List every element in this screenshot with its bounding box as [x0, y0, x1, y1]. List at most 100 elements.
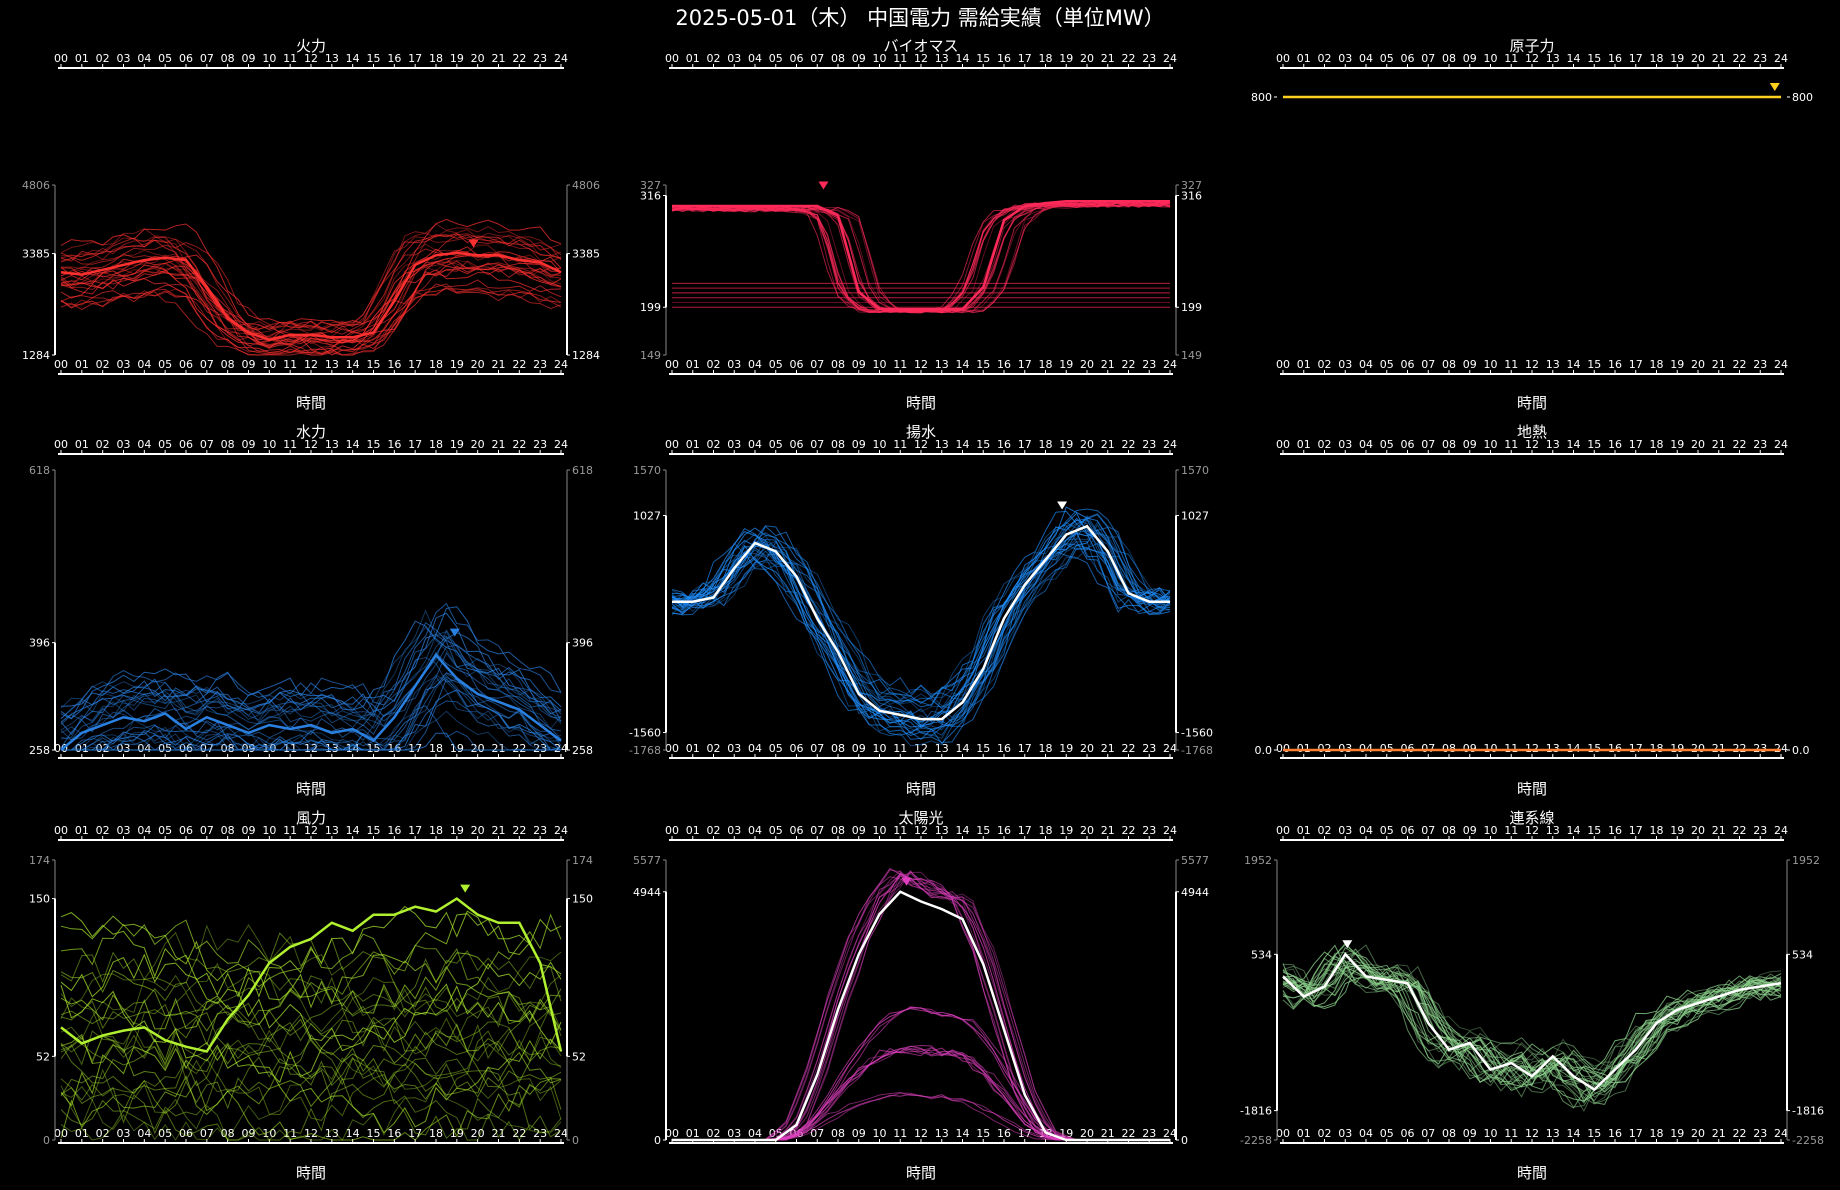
x-tick-label: 17 — [1629, 1127, 1643, 1140]
x-tick-label: 05 — [1380, 824, 1394, 837]
x-tick-label: 09 — [852, 52, 866, 65]
past-day-line — [672, 1007, 1170, 1141]
x-tick-label: 19 — [450, 742, 464, 755]
x-tick-label: 16 — [997, 742, 1011, 755]
x-tick-label: 14 — [956, 52, 970, 65]
x-tick-label: 02 — [1318, 742, 1332, 755]
x-tick-label: 11 — [283, 824, 297, 837]
x-tick-label: 03 — [117, 1127, 131, 1140]
x-tick-label: 21 — [1712, 1127, 1726, 1140]
past-day-line — [60, 1038, 562, 1134]
x-tick-label: 05 — [769, 358, 783, 371]
y-tick-label: 316 — [1181, 190, 1202, 203]
x-tick-label: 08 — [1442, 358, 1456, 371]
x-tick-label: 19 — [1059, 824, 1073, 837]
past-day-line — [671, 540, 1171, 707]
x-tick-label: 08 — [1442, 438, 1456, 451]
x-tick-label: 11 — [893, 52, 907, 65]
x-tick-label: 16 — [1608, 438, 1622, 451]
x-tick-label: 12 — [914, 358, 928, 371]
y-tick-label: 52 — [36, 1050, 50, 1063]
x-tick-label: 16 — [1608, 824, 1622, 837]
x-tick-label: 20 — [1691, 1127, 1705, 1140]
x-tick-label: 20 — [1080, 824, 1094, 837]
x-tick-label: 00 — [1276, 52, 1290, 65]
past-day-line — [60, 962, 562, 1055]
x-tick-label: 10 — [1484, 438, 1498, 451]
x-tick-label: 05 — [1380, 358, 1394, 371]
x-tick-label: 02 — [707, 824, 721, 837]
x-tick-label: 00 — [54, 1127, 68, 1140]
x-tick-label: 21 — [1712, 358, 1726, 371]
past-day-line — [1282, 965, 1782, 1086]
panel-title: 水力 — [296, 423, 326, 441]
past-day-line — [60, 223, 562, 330]
x-tick-label: 00 — [1276, 742, 1290, 755]
x-tick-label: 14 — [956, 358, 970, 371]
x-tick-label: 15 — [367, 438, 381, 451]
past-day-line — [671, 514, 1171, 744]
x-tick-label: 16 — [997, 358, 1011, 371]
x-tick-label: 24 — [1774, 358, 1788, 371]
past-day-line — [60, 259, 562, 348]
past-day-line — [60, 986, 562, 1077]
x-tick-label: 04 — [137, 824, 151, 837]
x-tick-label: 21 — [492, 824, 506, 837]
x-tick-label: 07 — [810, 824, 824, 837]
x-tick-label: 06 — [1401, 824, 1415, 837]
past-day-line — [60, 924, 562, 1014]
x-tick-label: 19 — [1670, 438, 1684, 451]
x-tick-label: 24 — [554, 824, 568, 837]
x-tick-label: 17 — [1018, 438, 1032, 451]
y-tick-label: 618 — [572, 464, 593, 477]
panel-title: 火力 — [296, 37, 326, 55]
x-tick-label: 09 — [1463, 52, 1477, 65]
x-tick-label: 08 — [221, 52, 235, 65]
x-axis-label: 時間 — [1517, 1164, 1547, 1182]
y-tick-label: 1027 — [633, 510, 661, 523]
x-tick-label: 09 — [1463, 358, 1477, 371]
x-tick-label: 11 — [893, 438, 907, 451]
past-day-line — [671, 200, 1171, 313]
x-tick-label: 06 — [179, 52, 193, 65]
x-tick-label: 16 — [387, 824, 401, 837]
x-tick-label: 15 — [1587, 1127, 1601, 1140]
x-tick-label: 13 — [935, 52, 949, 65]
x-axis-label: 時間 — [1517, 780, 1547, 798]
past-day-line — [671, 543, 1171, 705]
y-tick-label: 0 — [43, 1134, 50, 1147]
x-tick-label: 20 — [1080, 1127, 1094, 1140]
x-tick-label: 08 — [221, 438, 235, 451]
x-tick-label: 12 — [914, 824, 928, 837]
x-tick-label: 20 — [1691, 52, 1705, 65]
past-day-line — [60, 1001, 562, 1088]
x-tick-label: 04 — [748, 824, 762, 837]
x-tick-label: 20 — [471, 52, 485, 65]
x-tick-label: 00 — [665, 52, 679, 65]
past-day-line — [671, 201, 1171, 313]
x-tick-label: 11 — [1504, 742, 1518, 755]
past-day-line — [60, 279, 562, 356]
x-tick-label: 18 — [1039, 438, 1053, 451]
past-day-line — [671, 200, 1171, 313]
past-day-line — [61, 672, 562, 751]
current-marker — [901, 877, 912, 886]
x-tick-label: 21 — [1712, 438, 1726, 451]
x-tick-label: 11 — [283, 1127, 297, 1140]
x-tick-label: 21 — [1101, 52, 1115, 65]
x-tick-label: 00 — [54, 358, 68, 371]
x-tick-label: 14 — [1567, 52, 1581, 65]
x-tick-label: 12 — [914, 52, 928, 65]
past-day-line — [671, 200, 1171, 314]
x-tick-label: 24 — [554, 1127, 568, 1140]
past-day-line — [671, 526, 1171, 727]
past-day-line — [60, 612, 562, 723]
past-day-line — [671, 200, 1171, 313]
x-tick-label: 16 — [997, 1127, 1011, 1140]
y-tick-label: 4806 — [572, 179, 600, 192]
x-tick-label: 10 — [262, 824, 276, 837]
x-tick-label: 15 — [367, 52, 381, 65]
x-tick-label: 17 — [408, 358, 422, 371]
y-tick-label: 0.0 — [1255, 744, 1273, 757]
x-tick-label: 05 — [158, 1127, 172, 1140]
